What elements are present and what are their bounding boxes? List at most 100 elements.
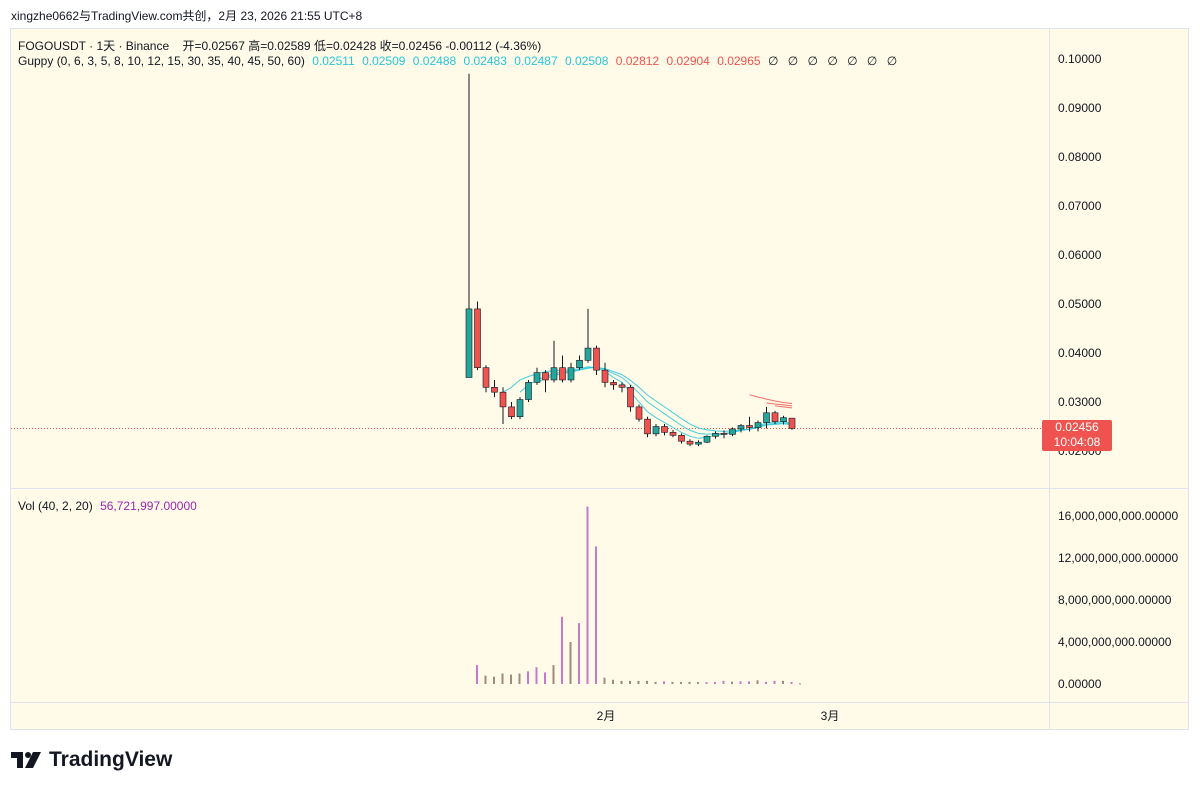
volume-bar	[782, 680, 784, 684]
guppy-short-value: 0.02511	[312, 54, 355, 68]
volume-axis-tick: 0.00000	[1058, 677, 1102, 691]
symbol-name[interactable]: FOGOUSDT · 1天 · Binance	[18, 39, 170, 53]
tradingview-logo[interactable]: TradingView	[11, 748, 172, 772]
guppy-short-value: 0.02483	[463, 54, 507, 68]
volume-label[interactable]: Vol (40, 2, 20)	[18, 499, 93, 513]
price-axis-tick: 0.10000	[1058, 52, 1102, 66]
guppy-short-value: 0.02487	[514, 54, 558, 68]
time-axis-tick: 2月	[597, 709, 616, 723]
candle-body	[491, 386, 498, 393]
last-price: 0.02456	[1055, 420, 1099, 434]
guppy-na-value: ∅	[847, 54, 858, 68]
candle-body	[669, 432, 677, 436]
volume-bar	[510, 674, 512, 684]
tradingview-logo-icon	[11, 752, 41, 768]
candle-body	[729, 428, 736, 435]
candle-body	[516, 399, 524, 417]
volume-bar	[697, 682, 699, 684]
volume-bar	[790, 681, 793, 684]
volume-bar	[714, 681, 716, 684]
volume-bar	[799, 683, 801, 685]
guppy-short-line	[536, 366, 793, 432]
volume-bar	[493, 676, 495, 684]
volume-bar	[578, 623, 580, 684]
time-axis-tick: 3月	[821, 709, 840, 723]
candle-body	[720, 433, 728, 435]
candle-body	[763, 412, 770, 423]
price-axis-separator	[1049, 28, 1050, 730]
guppy-long-value: 0.02812	[615, 54, 660, 68]
candle-body	[712, 433, 719, 437]
guppy-long-line	[749, 394, 793, 404]
logo-text: TradingView	[49, 748, 173, 771]
volume-bar	[765, 681, 767, 684]
guppy-legend[interactable]: Guppy (0, 6, 3, 5, 8, 10, 12, 15, 30, 35…	[18, 54, 903, 68]
pane-separator[interactable]	[10, 488, 1189, 489]
volume-bar	[654, 681, 657, 684]
volume-axis-tick: 16,000,000,000.00000	[1058, 509, 1178, 523]
volume-bar	[773, 680, 776, 684]
chart-frame[interactable]	[10, 28, 1189, 730]
candle-body	[567, 367, 575, 381]
candle-body	[508, 406, 515, 417]
candle-body	[542, 372, 549, 381]
guppy-na-value: ∅	[807, 54, 818, 68]
volume-bar	[671, 681, 674, 684]
price-axis-tick: 0.07000	[1058, 199, 1102, 213]
volume-bar	[518, 673, 521, 684]
symbol-legend[interactable]: FOGOUSDT · 1天 · Binance 开=0.02567 高=0.02…	[18, 37, 545, 54]
volume-bar	[569, 642, 572, 684]
volume-bar	[501, 673, 504, 684]
candle-body	[465, 308, 473, 378]
candle-body	[644, 418, 651, 435]
volume-axis-tick: 12,000,000,000.00000	[1058, 551, 1178, 565]
candle-body	[780, 417, 787, 422]
volume-bar	[646, 680, 648, 684]
volume-bar	[722, 680, 725, 684]
volume-bar	[637, 680, 640, 684]
candle-body	[737, 425, 745, 430]
candle-body	[635, 406, 643, 420]
candle-body	[559, 367, 566, 381]
volume-axis-tick: 8,000,000,000.00000	[1058, 593, 1172, 607]
volume-bar	[680, 681, 682, 684]
guppy-na-value: ∅	[767, 54, 779, 68]
candle-body	[618, 384, 626, 388]
candle-body	[695, 441, 702, 445]
last-price-tag: 0.02456 10:04:08	[1042, 420, 1112, 451]
volume-bar	[748, 681, 750, 684]
volume-bar	[603, 677, 606, 684]
volume-bar	[612, 679, 614, 684]
candle-body	[593, 347, 600, 371]
guppy-short-value: 0.02508	[565, 54, 609, 68]
guppy-na-value: ∅	[787, 54, 799, 68]
candle-body	[678, 435, 685, 442]
price-axis-tick: 0.04000	[1058, 346, 1102, 360]
volume-legend[interactable]: Vol (40, 2, 20) 56,721,997.00000	[18, 499, 201, 513]
candle-body	[610, 382, 617, 386]
volume-bar	[756, 680, 759, 684]
chart-attribution: xingzhe0662与TradingView.com共创，2月 23, 202…	[11, 9, 363, 23]
time-axis-separator	[10, 702, 1189, 703]
volume-bar	[544, 672, 546, 684]
candle-body	[703, 435, 711, 443]
candle-body	[482, 367, 490, 388]
candle-body	[661, 426, 668, 433]
candle-body	[474, 308, 481, 368]
candle-body	[584, 347, 592, 361]
volume-bar	[705, 682, 708, 684]
price-axis-tick: 0.03000	[1058, 395, 1102, 409]
guppy-long-line	[766, 402, 793, 407]
candle-body	[550, 367, 558, 381]
volume-bar	[527, 671, 529, 684]
volume-bar	[535, 667, 538, 684]
volume-bar	[629, 680, 631, 684]
candle-body	[771, 412, 779, 422]
volume-bar	[595, 546, 597, 684]
volume-bar	[620, 680, 623, 684]
price-axis-tick: 0.05000	[1058, 297, 1102, 311]
volume-axis-tick: 4,000,000,000.00000	[1058, 635, 1172, 649]
guppy-label[interactable]: Guppy (0, 6, 3, 5, 8, 10, 12, 15, 30, 35…	[18, 54, 305, 68]
guppy-na-value: ∅	[827, 54, 838, 68]
